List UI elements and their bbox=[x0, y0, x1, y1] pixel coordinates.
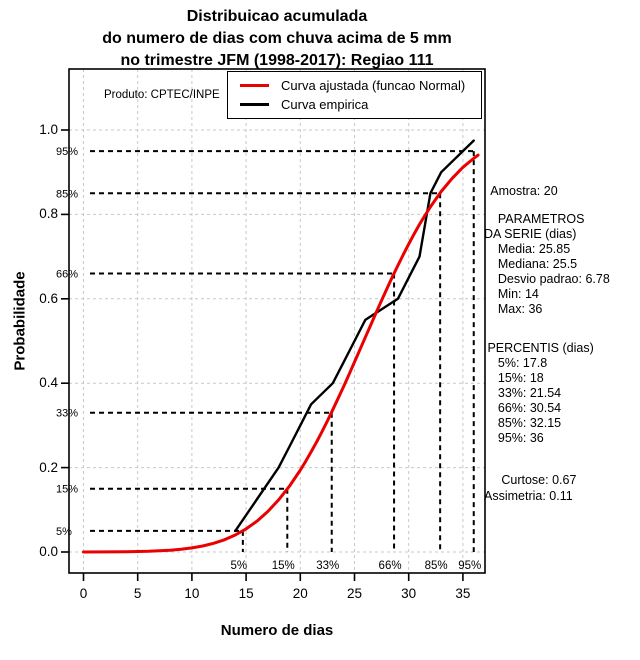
chart-title-line3: no trimestre JFM (1998-2017): Regiao 111 bbox=[120, 52, 434, 69]
y-tick-label: 0.4 bbox=[39, 375, 58, 391]
x-tick-label: 0 bbox=[79, 586, 88, 601]
series-parameters-block: PARAMETROS DA SERIE (dias) Media: 25.85 M… bbox=[484, 212, 610, 317]
percentile-bottom-label: 33% bbox=[316, 560, 339, 572]
y-tick-label: 0.6 bbox=[39, 290, 58, 306]
percentile-bottom-label: 85% bbox=[425, 560, 448, 572]
percentile-line: 15%: 18 bbox=[484, 371, 544, 385]
sample-size-text: Amostra: 20 bbox=[484, 184, 558, 198]
legend-label-fitted: Curva ajustada (funcao Normal) bbox=[281, 78, 466, 93]
series-parameter-line: Mediana: 25.5 bbox=[484, 257, 578, 271]
fitted-curve bbox=[82, 153, 480, 554]
moment-line: Assimetria: 0.11 bbox=[484, 489, 573, 503]
y-tick-label: 0.2 bbox=[39, 459, 58, 475]
y-tick-label: 0.8 bbox=[39, 206, 58, 222]
y-tick-labels: 0.0 0.2 0.4 0.6 0.8 1.0 bbox=[0, 0, 58, 660]
fitted-curve-swatch bbox=[240, 84, 269, 87]
percentile-line: 85%: 32.15 bbox=[484, 416, 562, 430]
plot-box bbox=[68, 68, 486, 574]
percentile-bottom-label: 66% bbox=[379, 560, 402, 572]
series-parameter-line: Media: 25.85 bbox=[484, 242, 571, 256]
legend: Curva ajustada (funcao Normal) Curva emp… bbox=[227, 71, 482, 119]
empirical-curve-swatch bbox=[240, 103, 269, 106]
x-tick-label: 10 bbox=[184, 586, 200, 601]
x-tick-label: 25 bbox=[346, 586, 363, 601]
percentile-line: PERCENTIS (dias) bbox=[484, 341, 594, 355]
percentile-bottom-label: 95% bbox=[458, 560, 481, 572]
percentiles-block: PERCENTIS (dias) 5%: 17.8 15%: 18 33%: 2… bbox=[484, 341, 594, 446]
moments-block: Curtose: 0.67 Assimetria: 0.11 bbox=[484, 472, 576, 504]
legend-item-empirical: Curva empirica bbox=[240, 97, 481, 113]
series-parameter-line: PARAMETROS bbox=[484, 212, 585, 226]
percentile-line: 5%: 17.8 bbox=[484, 356, 548, 370]
percentile-left-label: 66% bbox=[56, 268, 78, 280]
x-tick-labels: 0 5 10 15 20 25 30 35 bbox=[0, 586, 640, 602]
x-tick-label: 15 bbox=[238, 586, 254, 601]
percentile-left-label: 95% bbox=[56, 146, 78, 158]
percentile-left-label: 33% bbox=[56, 408, 78, 420]
y-tick-label: 0.0 bbox=[39, 544, 58, 559]
percentile-left-label: 15% bbox=[56, 484, 78, 496]
x-tick-label: 20 bbox=[292, 586, 308, 601]
legend-item-fitted: Curva ajustada (funcao Normal) bbox=[240, 78, 481, 94]
product-note: Produto: CPTEC/INPE bbox=[104, 89, 220, 101]
chart-title-line2: do numero de dias com chuva acima de 5 m… bbox=[102, 30, 452, 47]
percentile-left-label: 85% bbox=[56, 188, 78, 200]
percentile-line: 95%: 36 bbox=[484, 431, 544, 445]
percentile-line: 66%: 30.54 bbox=[484, 401, 562, 415]
percentile-left-label: 5% bbox=[56, 526, 72, 538]
percentile-bottom-label: 15% bbox=[272, 560, 295, 572]
series-parameter-line: Desvio padrao: 6.78 bbox=[484, 272, 610, 286]
chart-title-line1: Distribuicao acumulada bbox=[186, 8, 368, 25]
moment-line: Curtose: 0.67 bbox=[484, 473, 577, 487]
series-parameter-line: DA SERIE (dias) bbox=[484, 227, 577, 241]
percentile-bottom-label: 5% bbox=[231, 560, 248, 572]
y-tick-label: 1.0 bbox=[39, 122, 58, 137]
x-tick-label: 35 bbox=[455, 586, 471, 601]
legend-label-empirical: Curva empirica bbox=[281, 97, 369, 112]
chart-title: Distribuicao acumulada do numero de dias… bbox=[69, 6, 485, 72]
x-tick-label: 30 bbox=[401, 586, 417, 601]
x-axis-title: Numero de dias bbox=[220, 622, 334, 639]
x-tick-label: 5 bbox=[133, 586, 142, 601]
series-parameter-line: Min: 14 bbox=[484, 287, 539, 301]
series-parameter-line: Max: 36 bbox=[484, 302, 543, 316]
percentile-line: 33%: 21.54 bbox=[484, 386, 562, 400]
